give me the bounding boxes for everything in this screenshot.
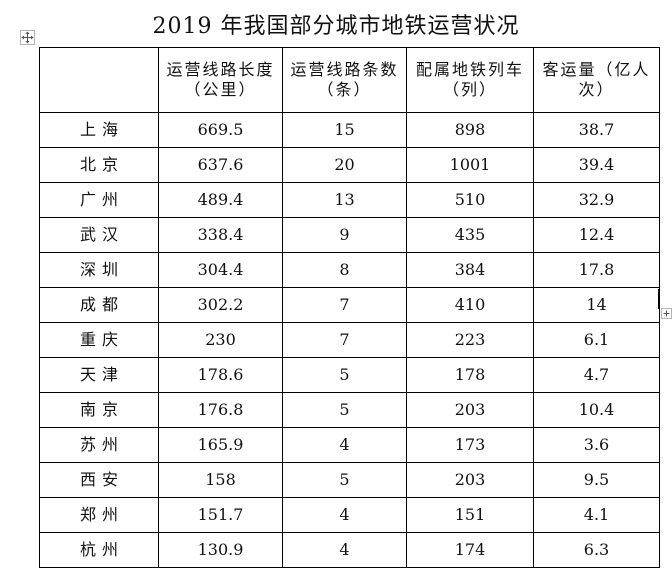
cell-city: 上海 [39,112,159,148]
cell-trains: 178 [406,357,534,393]
cell-city: 武汉 [39,217,159,253]
cell-length: 178.6 [158,357,283,393]
cell-lines: 7 [282,322,407,358]
cell-city: 广州 [39,182,159,218]
cell-length: 176.8 [158,392,283,428]
cell-ridership: 38.7 [533,112,660,148]
table-move-icon[interactable] [20,30,35,45]
cell-trains: 410 [406,287,534,323]
cell-city: 杭州 [39,532,159,568]
page-title: 2019 年我国部分城市地铁运营状况 [152,14,520,39]
cell-trains: 174 [406,532,534,568]
cell-lines: 7 [282,287,407,323]
table-row: 重庆 230 7 223 6.1 [39,322,660,358]
header-cell-trains: 配属地铁列车（列） [406,47,534,113]
cell-ridership: 10.4 [533,392,660,428]
cell-city: 成都 [39,287,159,323]
cell-city: 重庆 [39,322,159,358]
cell-length: 669.5 [158,112,283,148]
cell-lines: 8 [282,252,407,288]
cell-lines: 20 [282,147,407,183]
cell-length: 165.9 [158,427,283,463]
cell-length: 158 [158,462,283,498]
cell-city: 西安 [39,462,159,498]
table-row: 武汉 338.4 9 435 12.4 [39,217,660,253]
table-row: 上海 669.5 15 898 38.7 [39,112,660,148]
header-cell-lines: 运营线路条数（条） [282,47,407,113]
cell-length: 230 [158,322,283,358]
table-row: 杭州 130.9 4 174 6.3 [39,532,660,568]
cell-ridership: 3.6 [533,427,660,463]
cell-length: 304.4 [158,252,283,288]
cell-ridership: 17.8 [533,252,660,288]
table-row: 北京 637.6 20 1001 39.4 [39,147,660,183]
cell-city: 北京 [39,147,159,183]
table-row: 南京 176.8 5 203 10.4 [39,392,660,428]
cell-trains: 384 [406,252,534,288]
cell-length: 338.4 [158,217,283,253]
cell-city: 苏州 [39,427,159,463]
cell-city: 深圳 [39,252,159,288]
cell-ridership: 6.3 [533,532,660,568]
table-resize-icon[interactable] [661,304,672,319]
cell-lines: 4 [282,427,407,463]
cell-length: 637.6 [158,147,283,183]
cell-ridership: 4.1 [533,497,660,533]
cell-trains: 203 [406,392,534,428]
header-row: 运营线路长度（公里） 运营线路条数（条） 配属地铁列车（列） 客运量（亿人次） [39,47,660,113]
table-row: 成都 302.2 7 410 14 [39,287,660,323]
cell-trains: 151 [406,497,534,533]
cell-ridership: 39.4 [533,147,660,183]
cell-city: 天津 [39,357,159,393]
cell-trains: 173 [406,427,534,463]
table-row: 郑州 151.7 4 151 4.1 [39,497,660,533]
cell-ridership: 9.5 [533,462,660,498]
cell-lines: 5 [282,462,407,498]
cell-lines: 4 [282,497,407,533]
cell-trains: 435 [406,217,534,253]
cell-lines: 9 [282,217,407,253]
cell-ridership: 32.9 [533,182,660,218]
cell-trains: 898 [406,112,534,148]
table-row: 西安 158 5 203 9.5 [39,462,660,498]
cell-trains: 510 [406,182,534,218]
cell-ridership: 6.1 [533,322,660,358]
table-row: 苏州 165.9 4 173 3.6 [39,427,660,463]
cell-lines: 5 [282,357,407,393]
cell-city: 郑州 [39,497,159,533]
cell-lines: 5 [282,392,407,428]
cell-trains: 1001 [406,147,534,183]
table-row: 广州 489.4 13 510 32.9 [39,182,660,218]
table-row: 深圳 304.4 8 384 17.8 [39,252,660,288]
header-cell-length: 运营线路长度（公里） [158,47,283,113]
cell-length: 302.2 [158,287,283,323]
cell-length: 151.7 [158,497,283,533]
table-body: 上海 669.5 15 898 38.7 北京 637.6 20 1001 39.4 广州 489.4… [39,112,660,568]
table-row: 天津 178.6 5 178 4.7 [39,357,660,393]
cell-trains: 203 [406,462,534,498]
cell-lines: 4 [282,532,407,568]
cell-ridership: 12.4 [533,217,660,253]
header-cell-ridership: 客运量（亿人次） [533,47,660,113]
cell-ridership: 4.7 [533,357,660,393]
cell-trains: 223 [406,322,534,358]
header-cell-city [39,47,159,113]
cell-lines: 13 [282,182,407,218]
cell-city: 南京 [39,392,159,428]
metro-data-table: 运营线路长度（公里） 运营线路条数（条） 配属地铁列车（列） 客运量（亿人次） … [39,47,660,568]
cell-lines: 15 [282,112,407,148]
cell-length: 130.9 [158,532,283,568]
cell-length: 489.4 [158,182,283,218]
text-cursor [658,289,660,309]
cell-ridership: 14 [533,287,660,323]
